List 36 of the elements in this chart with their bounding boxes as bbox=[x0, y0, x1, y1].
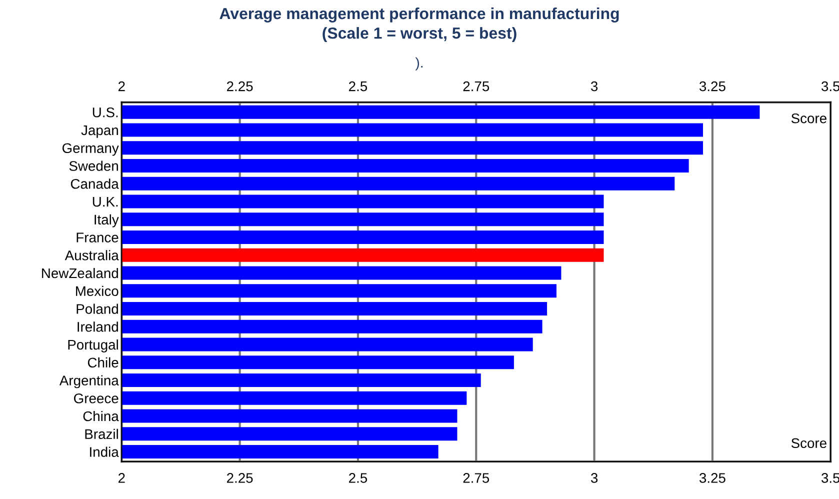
x2-tick-label: 2.25 bbox=[227, 81, 253, 92]
y-tick-label: Japan bbox=[81, 125, 118, 138]
y-tick-label: China bbox=[83, 410, 119, 422]
x2-tick-label: 3 bbox=[590, 81, 598, 92]
x-tick-label: 3.25 bbox=[699, 473, 726, 483]
y-tick-label: NewZealand bbox=[42, 268, 118, 278]
x-tick-label: 2 bbox=[118, 473, 125, 483]
y-tick-label: Brazil bbox=[85, 428, 118, 440]
x2-tick-label: 3.25 bbox=[699, 81, 726, 92]
annotation: Score bbox=[791, 113, 826, 124]
y-tick-label: Portugal bbox=[68, 339, 118, 352]
y-tick-label: Chile bbox=[88, 357, 118, 368]
y-tick-label: India bbox=[90, 446, 119, 457]
chart-subtitle: ). bbox=[415, 57, 422, 70]
x-tick-label: 2.25 bbox=[227, 473, 253, 483]
y-tick-label: France bbox=[76, 232, 118, 242]
annotation: Score bbox=[791, 438, 826, 448]
y-tick-label: Canada bbox=[70, 178, 119, 189]
y-tick-label: Poland bbox=[76, 304, 118, 314]
y-tick-label: U.K. bbox=[92, 196, 118, 207]
x-tick-label: 2.5 bbox=[349, 473, 368, 483]
x2-tick-label: 2 bbox=[118, 81, 125, 92]
y-tick-label: Australia bbox=[64, 250, 119, 260]
y-tick-label: Greece bbox=[74, 393, 118, 404]
chart-title: Average management performance in manufacturing (Scale 1 = worst, 5 = best) bbox=[220, 7, 619, 42]
y-tick-label: Germany bbox=[62, 143, 119, 156]
x-tick-label: 3 bbox=[590, 473, 598, 483]
y-tick-label: Italy bbox=[94, 214, 119, 228]
y-tick-label: U.S. bbox=[92, 107, 118, 118]
y-tick-label: Argentina bbox=[59, 375, 119, 388]
y-tick-label: Ireland bbox=[78, 322, 118, 332]
x2-tick-label: 2.75 bbox=[463, 81, 490, 92]
y-tick-label: Mexico bbox=[76, 286, 118, 296]
x2-tick-label: 2.5 bbox=[349, 81, 368, 92]
y-tick-label: Sweden bbox=[69, 160, 118, 171]
x-tick-label: 2.75 bbox=[463, 473, 490, 483]
